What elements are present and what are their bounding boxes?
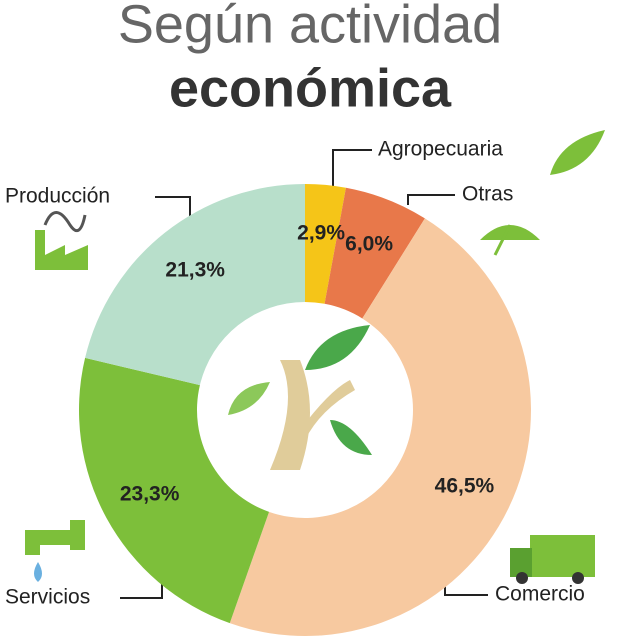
icon: [480, 225, 540, 240]
icon: [34, 562, 42, 582]
icon: [550, 130, 605, 175]
leader-line: [332, 149, 372, 190]
donut-segment: [85, 184, 305, 386]
icon: [43, 211, 87, 233]
icons: [25, 130, 605, 584]
icon: [228, 382, 270, 415]
icon: [305, 325, 370, 370]
chart-title: Según actividad: [118, 0, 502, 54]
labels: 2,9% Agropecuaria 6,0% Otras 46,5% Comercio 23…: [5, 138, 585, 609]
category-label: Comercio: [495, 583, 585, 606]
icon: [516, 572, 528, 584]
donut-segment: [324, 187, 425, 319]
value-label: 23,3%: [120, 482, 180, 505]
center-logo: [228, 325, 372, 470]
icon: [270, 360, 310, 470]
icon: [35, 230, 88, 270]
category-label: Producción: [5, 185, 110, 208]
value-label: 2,9%: [297, 221, 345, 244]
icon: [572, 572, 584, 584]
icon: [25, 520, 85, 555]
donut: [78, 184, 531, 636]
icon: [330, 420, 372, 455]
icon: [300, 380, 355, 440]
value-label: 21,3%: [165, 259, 225, 282]
category-label: Agropecuaria: [378, 138, 503, 161]
chart-subtitle: económica: [169, 58, 452, 118]
value-label: 46,5%: [435, 474, 495, 497]
value-label: 6,0%: [345, 233, 393, 256]
donut-segment: [229, 218, 531, 636]
category-label: Otras: [462, 183, 513, 206]
icon: [510, 548, 532, 577]
donut-segment: [305, 184, 346, 304]
donut-segment: [78, 357, 270, 624]
category-label: Servicios: [5, 586, 90, 609]
icon: [530, 535, 595, 577]
leader-line: [407, 194, 455, 205]
icon: [493, 224, 512, 256]
